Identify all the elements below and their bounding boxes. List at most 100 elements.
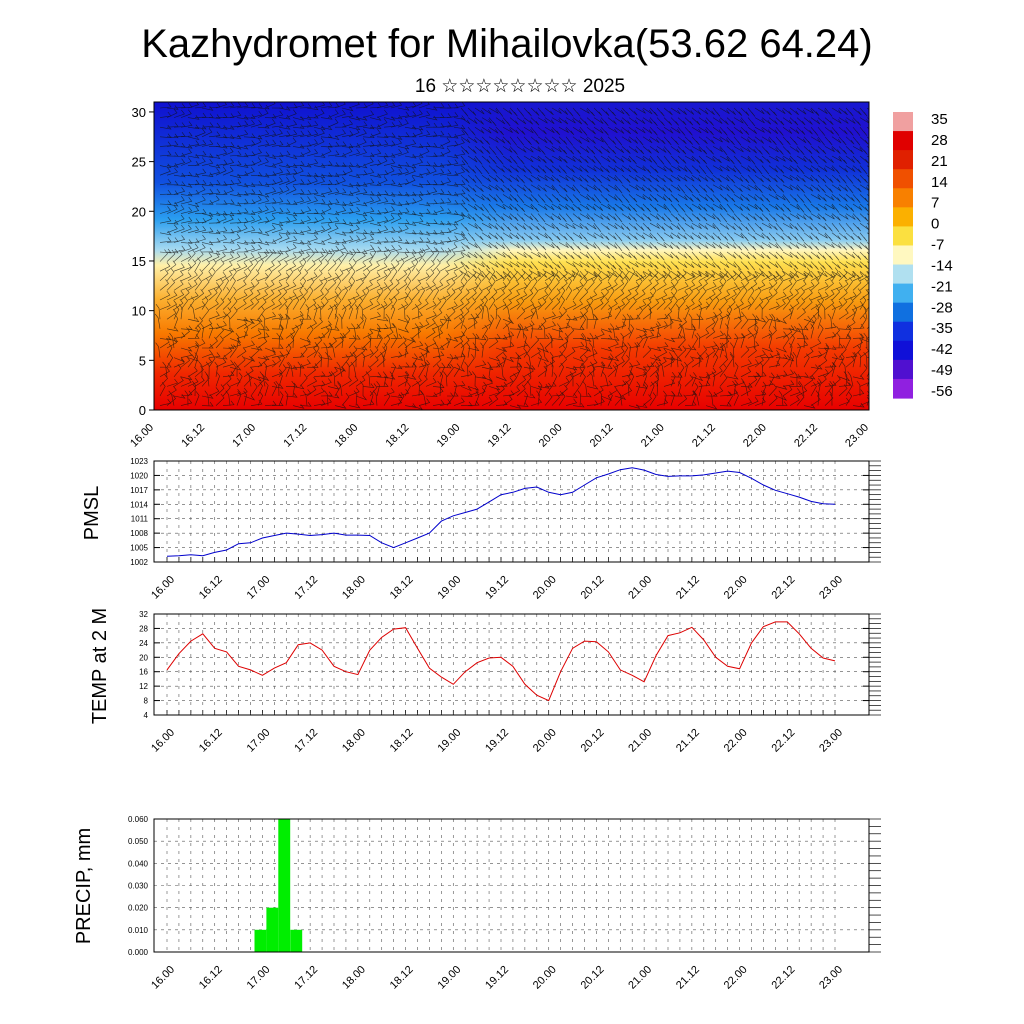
wind-barb bbox=[208, 267, 216, 281]
wind-barb bbox=[642, 155, 653, 163]
wind-barb bbox=[340, 332, 344, 349]
wind-barb bbox=[656, 232, 665, 242]
wind-barb bbox=[432, 399, 445, 406]
wind-barb bbox=[691, 270, 702, 282]
wind-barb bbox=[649, 222, 660, 229]
wind-barb bbox=[502, 232, 513, 239]
wind-barb bbox=[782, 213, 792, 222]
wind-barb bbox=[460, 288, 470, 301]
wind-barb bbox=[383, 245, 396, 253]
wind-barb bbox=[719, 117, 729, 125]
wind-barb bbox=[297, 361, 302, 377]
wind-barb bbox=[845, 117, 856, 124]
wind-barb bbox=[593, 126, 604, 134]
wind-barb bbox=[362, 102, 374, 109]
wind-barb bbox=[467, 268, 477, 282]
wind-barb bbox=[593, 261, 603, 270]
wind-barb bbox=[215, 113, 228, 118]
wind-barb bbox=[474, 107, 485, 115]
wind-barb bbox=[411, 311, 423, 320]
wind-barb bbox=[698, 126, 709, 134]
wind-barb bbox=[278, 163, 291, 169]
wind-barb bbox=[194, 376, 205, 387]
wind-barb bbox=[642, 184, 652, 193]
wind-barb bbox=[824, 365, 834, 378]
wind-barb bbox=[705, 165, 714, 175]
wind-barb bbox=[341, 182, 354, 188]
wind-barb bbox=[502, 146, 513, 153]
colorbar-swatch bbox=[893, 112, 913, 132]
wind-barb bbox=[404, 337, 415, 349]
wind-barb bbox=[733, 299, 744, 310]
wind-barb bbox=[502, 317, 512, 330]
wind-barb bbox=[509, 203, 519, 212]
wind-barb bbox=[313, 259, 323, 272]
wind-barb bbox=[712, 353, 719, 368]
wind-barb bbox=[726, 297, 736, 310]
wind-barb bbox=[488, 296, 496, 310]
wind-barb bbox=[159, 237, 172, 243]
wind-barb bbox=[656, 155, 665, 165]
wind-barb bbox=[677, 203, 686, 213]
wind-barb bbox=[187, 238, 200, 243]
wind-barb bbox=[691, 222, 702, 229]
wind-barb bbox=[404, 176, 416, 186]
wind-barb bbox=[845, 184, 854, 194]
wind-barb bbox=[173, 235, 186, 243]
wind-barb bbox=[740, 242, 749, 251]
wind-barb bbox=[810, 107, 820, 116]
wind-barb bbox=[327, 172, 340, 178]
wind-barb bbox=[565, 136, 574, 146]
wind-barb bbox=[495, 232, 505, 241]
wind-barb bbox=[684, 251, 693, 261]
wind-barb bbox=[306, 148, 319, 157]
wind-barb bbox=[544, 126, 555, 134]
wind-barb bbox=[302, 390, 308, 406]
wind-barb bbox=[180, 375, 193, 381]
wind-barb bbox=[588, 371, 595, 387]
wind-barb bbox=[173, 103, 186, 109]
wind-barb bbox=[390, 259, 400, 272]
wind-barb bbox=[642, 362, 655, 368]
wind-barb bbox=[775, 291, 787, 301]
wind-barb bbox=[754, 317, 767, 323]
wind-barb bbox=[810, 395, 821, 406]
wind-barb bbox=[602, 371, 609, 387]
precip-axes: 0.0000.0100.0200.0300.0400.0500.06016.00… bbox=[128, 815, 881, 992]
wind-barb bbox=[404, 375, 417, 380]
wind-barb bbox=[362, 191, 375, 196]
wind-barb bbox=[768, 126, 779, 134]
wind-barb bbox=[796, 155, 807, 163]
wind-barb bbox=[250, 278, 260, 291]
wind-barb bbox=[466, 342, 471, 358]
wind-barb bbox=[180, 157, 192, 166]
wind-barb bbox=[600, 362, 605, 377]
wind-barb bbox=[201, 214, 213, 224]
wind-barb bbox=[350, 361, 357, 377]
wind-barb bbox=[439, 399, 452, 406]
wind-barb bbox=[397, 336, 407, 349]
wind-barb bbox=[460, 307, 470, 320]
wind-barb bbox=[796, 261, 807, 268]
wind-barb bbox=[278, 314, 291, 320]
wind-barb bbox=[159, 163, 172, 169]
wind-barb bbox=[775, 184, 785, 193]
wind-barb bbox=[816, 381, 821, 397]
wind-barb bbox=[180, 131, 193, 138]
wind-barb bbox=[292, 219, 305, 225]
wind-barb bbox=[187, 202, 200, 208]
wind-barb bbox=[460, 136, 471, 144]
wind-barb bbox=[656, 348, 668, 358]
wind-barb bbox=[397, 269, 408, 282]
wind-barb bbox=[334, 219, 347, 224]
wind-barb bbox=[530, 347, 541, 358]
wind-barb bbox=[179, 304, 183, 320]
wind-barb bbox=[523, 126, 534, 134]
wind-barb bbox=[740, 261, 749, 270]
wind-barb bbox=[838, 297, 848, 310]
wind-barb bbox=[711, 371, 716, 387]
wind-barb bbox=[404, 314, 411, 329]
wind-barb bbox=[698, 107, 709, 115]
wind-barb bbox=[768, 333, 773, 349]
wind-barb bbox=[747, 296, 755, 310]
